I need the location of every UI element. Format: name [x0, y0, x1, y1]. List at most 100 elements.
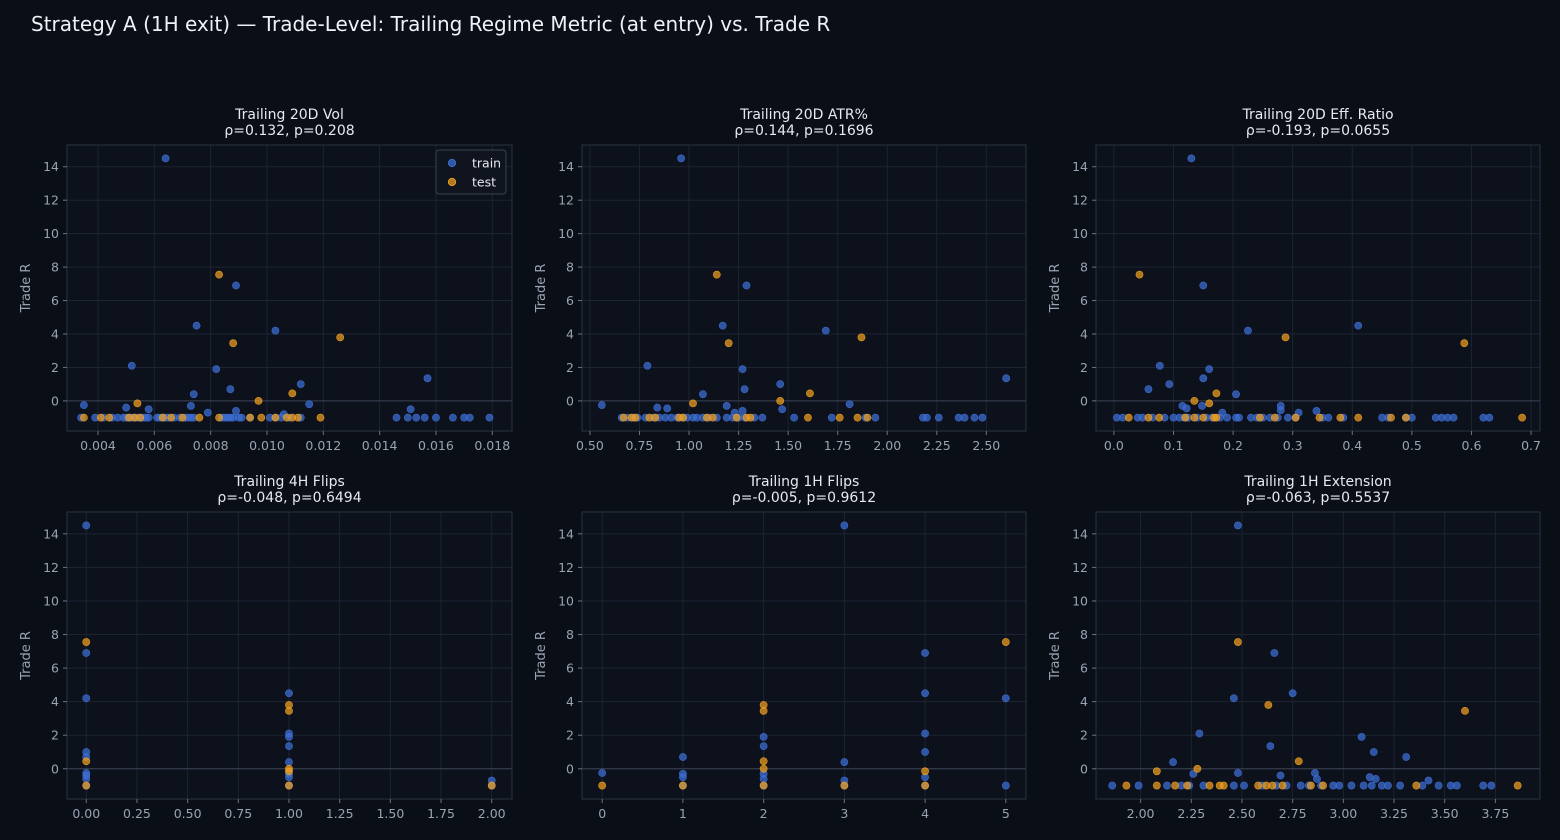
point-train [448, 413, 457, 422]
point-train [1288, 689, 1297, 698]
y-tick-label: 12 [558, 193, 574, 208]
point-test [257, 413, 266, 422]
point-train [237, 413, 246, 422]
point-train [679, 773, 687, 782]
point-test [105, 413, 114, 422]
point-test [294, 413, 302, 422]
point-test [1205, 399, 1214, 408]
point-train [921, 729, 929, 738]
point-test [1205, 781, 1214, 790]
point-test [679, 413, 687, 422]
y-axis-label: Trade R [19, 264, 34, 314]
point-test [1183, 781, 1192, 790]
legend-marker-train [447, 158, 457, 168]
point-train [840, 521, 849, 530]
point-train [776, 380, 785, 389]
y-axis-label: Trade R [1048, 264, 1063, 314]
x-tick-label: 2.25 [1177, 806, 1205, 821]
point-train [296, 380, 305, 389]
point-test [1402, 413, 1410, 422]
y-axis-label: Trade R [19, 631, 34, 681]
point-test [1254, 781, 1263, 790]
point-test [724, 339, 733, 348]
x-tick-label: 1.75 [824, 438, 852, 453]
point-train [978, 413, 987, 422]
point-test [1315, 413, 1324, 422]
point-train [1199, 281, 1208, 290]
point-train [392, 413, 401, 422]
point-test [598, 781, 607, 790]
x-tick-label: 1.25 [326, 806, 354, 821]
point-test [1135, 270, 1144, 279]
point-test [746, 413, 755, 422]
point-train [485, 413, 494, 422]
y-tick-label: 2 [566, 360, 574, 375]
x-tick-label: 0.3 [1283, 438, 1303, 453]
point-train [1367, 781, 1376, 790]
y-tick-label: 4 [1080, 326, 1088, 341]
point-test [863, 413, 872, 422]
point-train [285, 733, 293, 741]
subplot-subtitle: ρ=-0.048, p=0.6494 [217, 490, 361, 506]
y-tick-label: 6 [566, 293, 574, 308]
x-tick-label: 2.50 [1228, 806, 1256, 821]
x-tick-label: 5 [1002, 806, 1010, 821]
subplot-title: Trailing 1H Flips [748, 474, 860, 490]
point-train [845, 400, 854, 409]
x-tick-label: 0.75 [224, 806, 252, 821]
x-tick-label: 2.00 [1127, 806, 1155, 821]
y-tick-label: 0 [1080, 761, 1088, 776]
point-test [1152, 781, 1161, 790]
point-train [1182, 404, 1191, 413]
point-train [1134, 781, 1143, 790]
point-test [1307, 781, 1315, 790]
y-tick-label: 0 [566, 393, 574, 408]
point-test [1291, 413, 1300, 422]
x-tick-label: 0.7 [1521, 438, 1541, 453]
y-axis-label: Trade R [1048, 631, 1063, 681]
point-test [316, 413, 325, 422]
subplot-subtitle: ρ=-0.193, p=0.0655 [1246, 123, 1390, 139]
y-tick-label: 0 [566, 761, 574, 776]
point-test [246, 413, 254, 422]
subplot-3: 0.0 0.1 0.2 0.3 0.4 0.5 0.6 0.7 0 2 4 6 8 10 12 14 Trade… [1048, 107, 1541, 453]
point-train [1424, 776, 1433, 785]
subplot-6: 2.00 2.25 2.50 2.75 3.00 3.25 3.50 3.75 0 2 4 6 8 10 1… [1048, 474, 1541, 821]
y-tick-label: 10 [1072, 226, 1088, 241]
point-test [133, 399, 142, 408]
x-tick-label: 0.014 [362, 438, 398, 453]
x-tick-label: 0.006 [136, 438, 172, 453]
point-train [1001, 694, 1010, 703]
x-tick-label: 0.1 [1164, 438, 1184, 453]
scatter-points [77, 154, 494, 422]
point-train [1434, 781, 1443, 790]
point-test [195, 413, 204, 422]
x-tick-label: 0 [598, 806, 606, 821]
point-train [871, 413, 880, 422]
point-test [921, 781, 929, 790]
scatter-points [1112, 154, 1527, 422]
x-tick-label: 0.012 [305, 438, 341, 453]
point-train [1205, 365, 1214, 374]
point-test [229, 339, 238, 348]
point-train [423, 374, 432, 383]
point-train [742, 281, 751, 290]
point-test [804, 413, 812, 422]
x-tick-label: 3.25 [1380, 806, 1408, 821]
point-test [1319, 781, 1327, 790]
point-train [598, 769, 607, 777]
point-train [1155, 361, 1164, 370]
point-train [1276, 771, 1285, 780]
y-tick-label: 2 [51, 360, 59, 375]
point-test [679, 781, 687, 790]
x-tick-label: 0.004 [80, 438, 116, 453]
point-train [1270, 649, 1279, 657]
point-train [677, 154, 686, 163]
x-tick-label: 3.00 [1329, 806, 1357, 821]
scatter-points [1108, 521, 1522, 790]
point-train [1452, 781, 1461, 790]
point-train [718, 321, 727, 330]
scatter-points [597, 154, 1011, 422]
point-test [1193, 764, 1202, 773]
